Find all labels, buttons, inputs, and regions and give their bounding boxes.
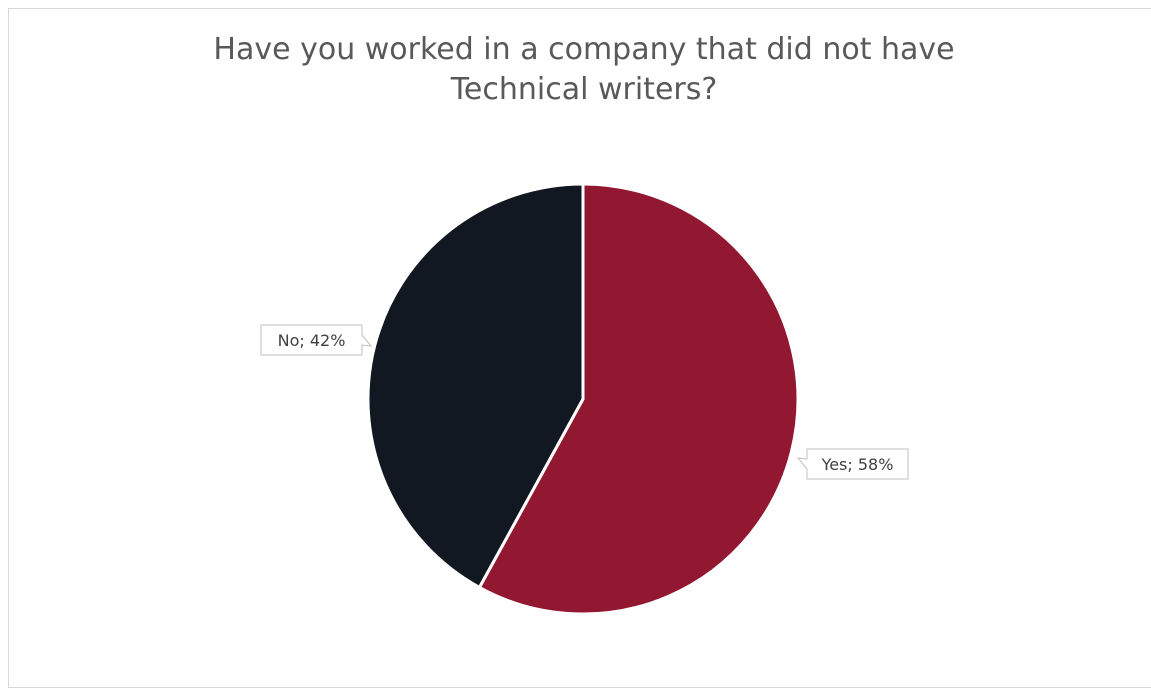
pie-slices xyxy=(366,182,800,616)
pie-slice-yes xyxy=(477,182,800,616)
data-label-box xyxy=(796,448,909,480)
chart-title: Have you worked in a company that did no… xyxy=(213,32,955,107)
data-label-text: Yes; 58% xyxy=(821,455,894,474)
data-label-box xyxy=(260,324,373,356)
data-label-text: No; 42% xyxy=(278,331,346,350)
pie-data-labels: Yes; 58% No; 42% xyxy=(260,324,909,480)
data-label-no: No; 42% xyxy=(260,324,373,356)
data-label-yes: Yes; 58% xyxy=(796,448,909,480)
pie-chart: Yes; 58% No; 42% xyxy=(260,182,909,616)
pie-slice-no xyxy=(366,182,585,589)
